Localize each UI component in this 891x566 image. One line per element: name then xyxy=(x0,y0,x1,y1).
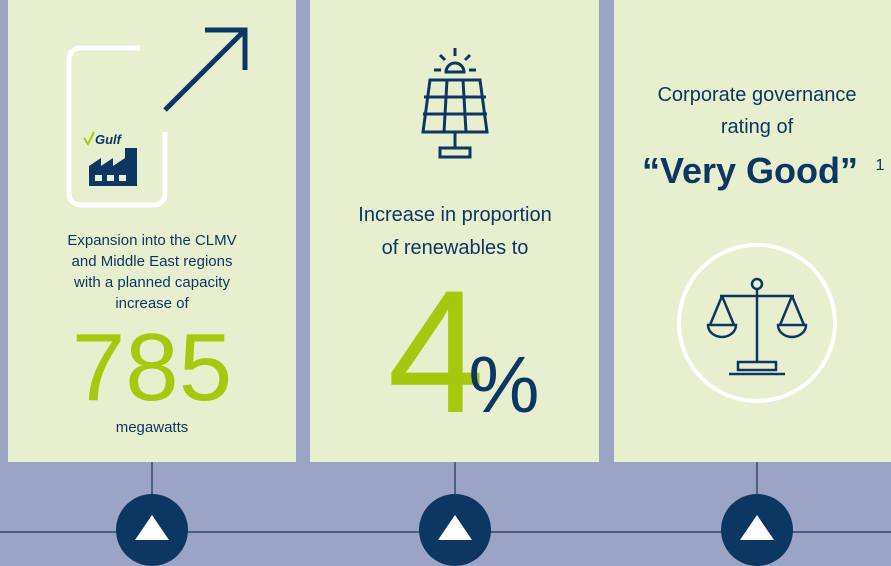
description-line: Corporate governance xyxy=(657,84,856,106)
description-line: Increase in proportion xyxy=(358,204,551,226)
highlight-number: 4 xyxy=(387,255,484,450)
highlight-number: 785 xyxy=(72,314,232,421)
description-line: increase of xyxy=(115,295,189,312)
panel xyxy=(310,0,599,462)
unit: % xyxy=(468,340,539,429)
description-line: of renewables to xyxy=(382,237,529,259)
description-line: and Middle East regions xyxy=(72,253,233,270)
description-line: with a planned capacity xyxy=(73,274,230,291)
marker xyxy=(419,494,491,566)
marker xyxy=(721,494,793,566)
expansion-icon xyxy=(66,27,248,208)
solar-icon xyxy=(421,48,489,159)
description-line: rating of xyxy=(721,116,794,138)
scales-icon xyxy=(677,243,837,403)
panel xyxy=(8,0,296,462)
footnote: 1 xyxy=(876,157,885,174)
panel xyxy=(614,0,891,462)
rating: “Very Good” xyxy=(642,150,858,191)
unit: megawatts xyxy=(116,419,189,436)
description-line: Expansion into the CLMV xyxy=(67,232,236,249)
marker xyxy=(116,494,188,566)
logo-text: Gulf xyxy=(95,132,123,147)
